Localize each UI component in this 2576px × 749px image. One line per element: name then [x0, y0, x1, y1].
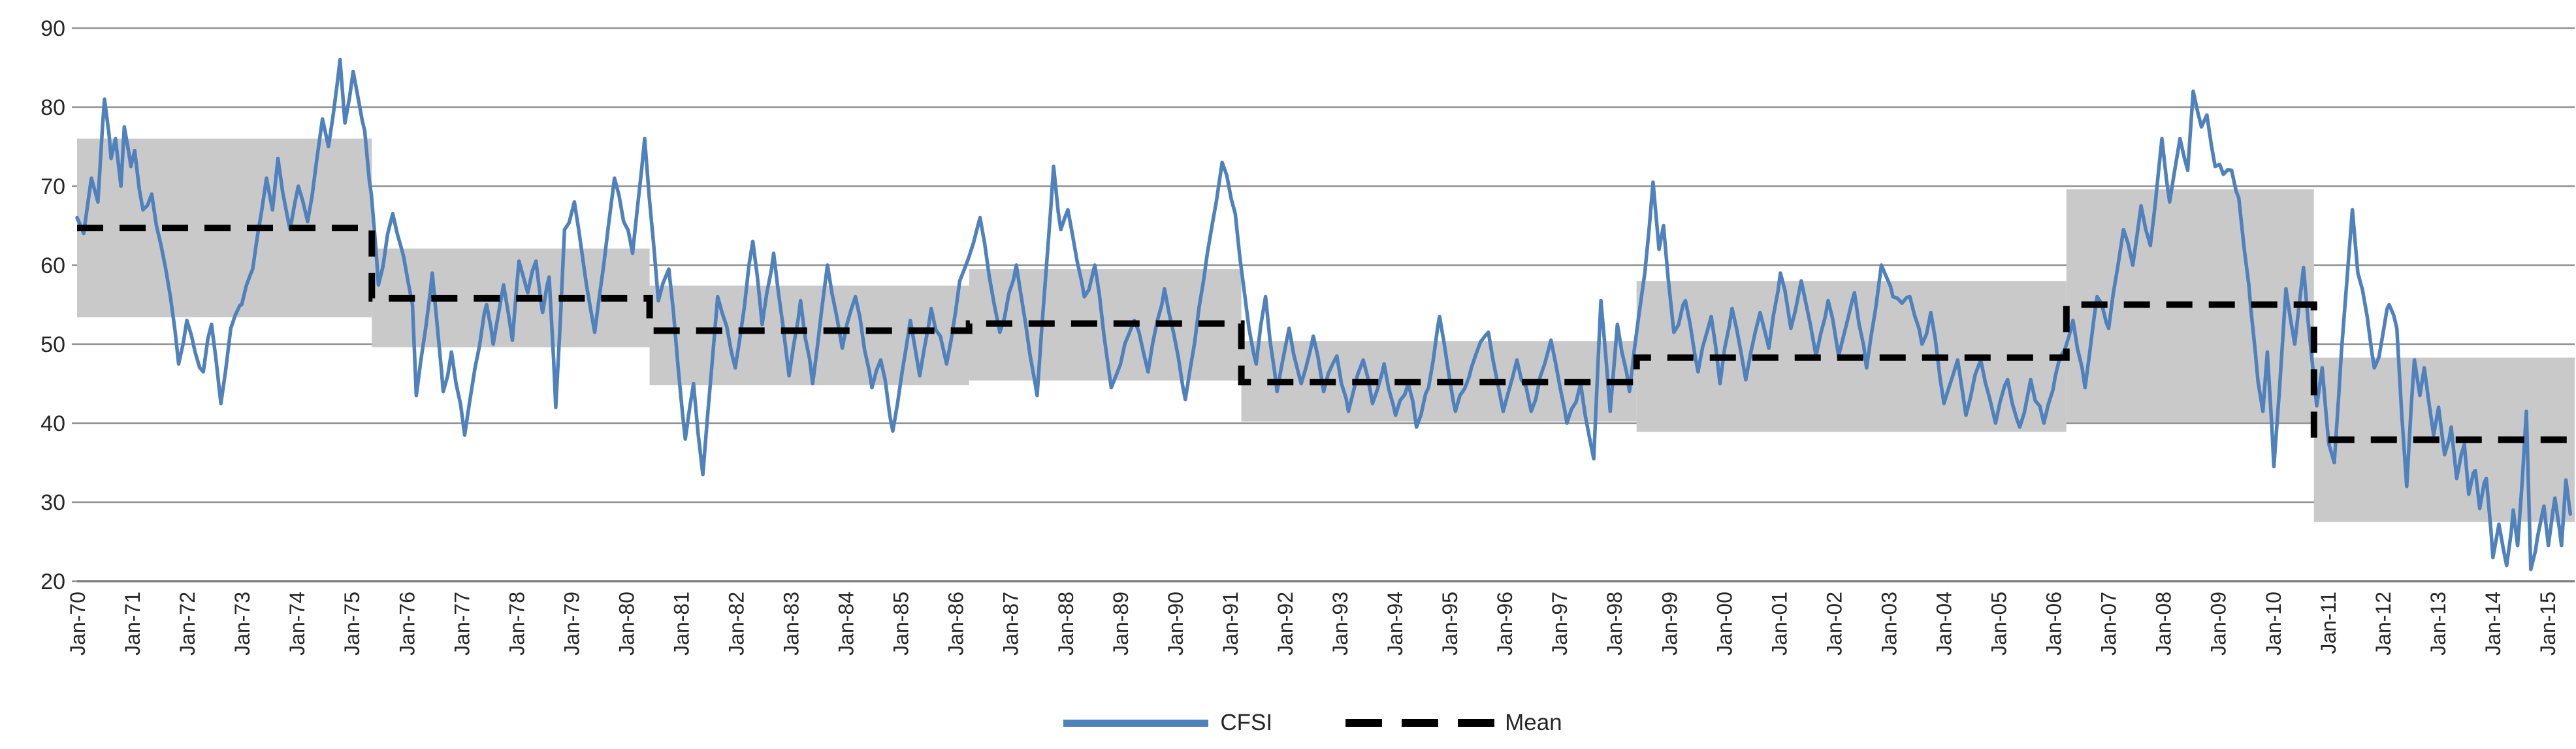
x-axis-tick-label: Jan-13 [2426, 592, 2450, 656]
y-axis-tick-label: 70 [40, 174, 65, 199]
y-axis-tick-label: 20 [40, 569, 65, 594]
x-axis-tick-label: Jan-92 [1274, 592, 1297, 656]
legend-cfsi-label: CFSI [1220, 710, 1273, 735]
y-axis-tick-label: 30 [40, 490, 65, 515]
x-axis-tick-label: Jan-07 [2097, 592, 2121, 656]
x-axis-tick-label: Jan-70 [66, 592, 89, 656]
x-axis-tick-label: Jan-71 [121, 592, 144, 656]
x-axis-tick-label: Jan-01 [1767, 592, 1791, 656]
x-axis-tick-label: Jan-74 [285, 592, 309, 656]
x-axis-tick-label: Jan-93 [1328, 592, 1352, 656]
x-axis-tick-label: Jan-99 [1658, 592, 1681, 656]
y-axis-tick-label: 90 [40, 16, 65, 41]
x-axis-tick-label: Jan-03 [1877, 592, 1901, 656]
x-axis-tick-label: Jan-79 [560, 592, 583, 656]
x-axis-tick-label: Jan-90 [1164, 592, 1187, 656]
y-axis-tick-label: 40 [40, 411, 65, 436]
x-axis-tick-label: Jan-15 [2536, 592, 2560, 656]
x-axis-tick-label: Jan-78 [505, 592, 528, 656]
y-axis-tick-label: 50 [40, 332, 65, 357]
legend-mean-label: Mean [1505, 710, 1562, 735]
x-axis-tick-label: Jan-96 [1493, 592, 1517, 656]
x-axis-tick-label: Jan-08 [2152, 592, 2176, 656]
x-axis-tick-label: Jan-89 [1109, 592, 1133, 656]
x-axis-tick-label: Jan-11 [2317, 592, 2340, 654]
x-axis-tick-label: Jan-80 [615, 592, 638, 656]
x-axis-tick-label: Jan-12 [2372, 592, 2395, 656]
x-axis-tick-label: Jan-09 [2207, 592, 2230, 656]
x-axis-tick-label: Jan-85 [890, 592, 913, 656]
x-axis-tick-label: Jan-88 [1054, 592, 1078, 656]
cfsi-series-line [75, 57, 2573, 571]
x-axis-tick-label: Jan-04 [1932, 592, 1956, 656]
x-axis-tick-label: Jan-06 [2042, 592, 2066, 656]
mean-step-line [77, 225, 2575, 443]
legend-mean-dash-swatch [1345, 719, 1495, 727]
x-axis-tick-label: Jan-02 [1822, 592, 1846, 656]
x-axis-tick-label: Jan-00 [1713, 592, 1736, 656]
x-axis-tick-label: Jan-86 [944, 592, 968, 656]
x-axis-tick-label: Jan-95 [1438, 592, 1462, 656]
x-axis-tick-label: Jan-05 [1988, 592, 2011, 656]
legend: CFSI Mean [0, 707, 2576, 739]
x-axis-tick-label: Jan-72 [176, 592, 199, 656]
x-axis-tick-label: Jan-87 [999, 592, 1023, 656]
x-axis-tick-label: Jan-91 [1219, 592, 1242, 656]
y-axis-tick-label: 60 [40, 253, 65, 278]
x-axis-tick-label: Jan-81 [669, 592, 693, 656]
x-axis-tick-label: Jan-84 [835, 592, 858, 656]
x-axis-tick-label: Jan-82 [725, 592, 749, 656]
x-axis-tick-label: Jan-10 [2262, 592, 2285, 656]
y-axis-tick-label: 80 [40, 95, 65, 120]
x-axis-tick-label: Jan-97 [1548, 592, 1571, 656]
x-axis-tick-label: Jan-77 [450, 592, 474, 656]
legend-cfsi-line-swatch [1063, 719, 1209, 727]
x-axis-tick-label: Jan-94 [1383, 592, 1407, 656]
x-axis-tick-label: Jan-14 [2481, 592, 2505, 656]
x-axis-tick-label: Jan-73 [231, 592, 254, 656]
x-axis-tick-label: Jan-76 [395, 592, 419, 656]
x-axis-tick-label: Jan-98 [1603, 592, 1626, 656]
x-axis-tick-label: Jan-83 [780, 592, 803, 656]
x-axis-tick-label: Jan-75 [340, 592, 364, 656]
